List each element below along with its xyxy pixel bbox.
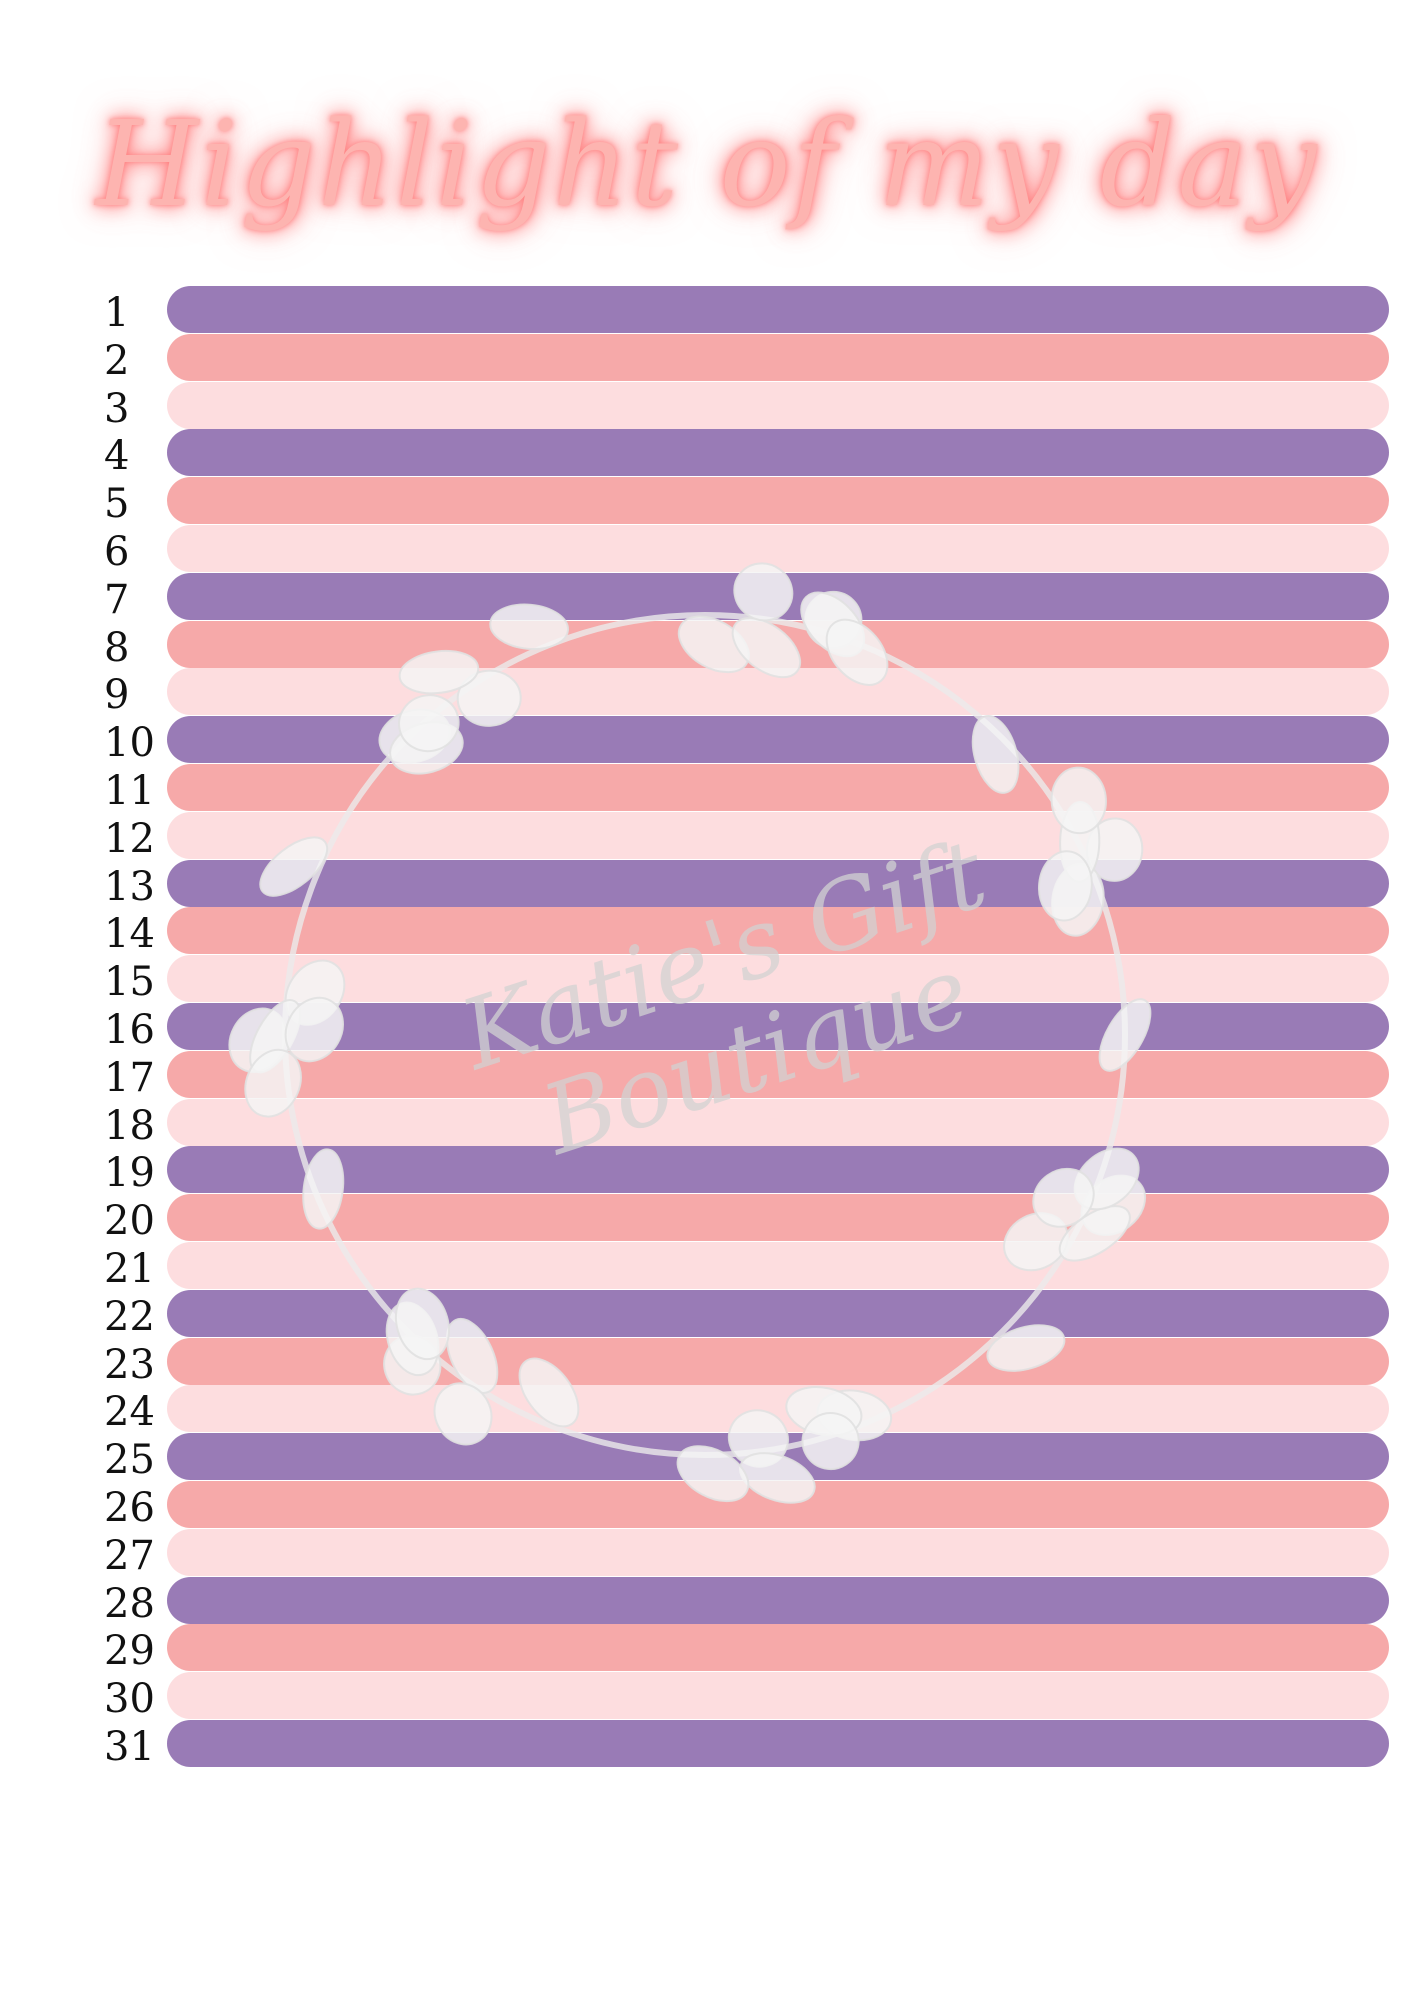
day-number: 3 bbox=[104, 385, 130, 432]
day-row: 10 bbox=[0, 716, 1414, 766]
day-row: 30 bbox=[0, 1672, 1414, 1722]
day-number: 12 bbox=[104, 815, 155, 862]
day-number: 7 bbox=[104, 576, 130, 623]
day-row: 26 bbox=[0, 1481, 1414, 1531]
day-number: 1 bbox=[104, 290, 130, 336]
day-row: 23 bbox=[0, 1337, 1414, 1388]
day-number: 23 bbox=[104, 1341, 155, 1388]
day-row: 7 bbox=[0, 572, 1414, 623]
day-number: 15 bbox=[104, 959, 155, 1006]
highlight-line-28[interactable] bbox=[167, 1576, 1389, 1624]
day-row: 12 bbox=[0, 811, 1414, 862]
day-row: 6 bbox=[0, 525, 1414, 575]
highlight-line-11[interactable] bbox=[167, 764, 1389, 811]
day-row: 3 bbox=[0, 381, 1414, 432]
day-number: 9 bbox=[104, 672, 130, 719]
day-row: 11 bbox=[0, 764, 1414, 814]
day-number: 24 bbox=[104, 1389, 155, 1436]
day-row: 13 bbox=[0, 859, 1414, 910]
day-row: 24 bbox=[0, 1385, 1414, 1435]
day-row: 21 bbox=[0, 1242, 1414, 1292]
highlight-line-5[interactable] bbox=[167, 477, 1389, 525]
day-row: 4 bbox=[0, 429, 1414, 479]
day-row: 19 bbox=[0, 1146, 1414, 1196]
day-number: 16 bbox=[104, 1007, 155, 1053]
day-number: 20 bbox=[104, 1198, 155, 1245]
highlight-line-3[interactable] bbox=[167, 381, 1389, 429]
highlight-line-21[interactable] bbox=[167, 1242, 1389, 1289]
highlight-line-24[interactable] bbox=[167, 1385, 1389, 1433]
highlight-line-30[interactable] bbox=[167, 1672, 1389, 1720]
day-number: 8 bbox=[104, 624, 130, 671]
highlight-line-19[interactable] bbox=[167, 1146, 1389, 1194]
day-number: 19 bbox=[104, 1150, 155, 1197]
day-number: 10 bbox=[104, 720, 155, 767]
day-row: 25 bbox=[0, 1433, 1414, 1483]
day-number: 22 bbox=[104, 1293, 155, 1340]
day-number: 2 bbox=[104, 337, 130, 384]
highlight-line-12[interactable] bbox=[167, 811, 1389, 859]
highlight-line-6[interactable] bbox=[167, 525, 1389, 572]
day-number: 5 bbox=[104, 481, 130, 528]
highlight-line-25[interactable] bbox=[167, 1433, 1389, 1481]
day-number: 17 bbox=[104, 1054, 155, 1101]
day-row: 31 bbox=[0, 1720, 1414, 1770]
highlight-line-9[interactable] bbox=[167, 668, 1389, 716]
day-number: 31 bbox=[104, 1724, 155, 1770]
day-number: 14 bbox=[104, 911, 155, 958]
day-row: 9 bbox=[0, 668, 1414, 718]
highlight-line-23[interactable] bbox=[167, 1337, 1389, 1385]
day-row: 8 bbox=[0, 620, 1414, 671]
day-number: 13 bbox=[104, 863, 155, 910]
highlight-line-8[interactable] bbox=[167, 620, 1389, 668]
day-number: 29 bbox=[104, 1628, 155, 1675]
day-number: 25 bbox=[104, 1437, 155, 1484]
highlight-line-22[interactable] bbox=[167, 1289, 1389, 1337]
page-title: Highlight of my day bbox=[95, 95, 1319, 233]
day-row: 20 bbox=[0, 1194, 1414, 1244]
day-number: 21 bbox=[104, 1246, 155, 1292]
day-number: 4 bbox=[104, 433, 130, 480]
highlight-line-4[interactable] bbox=[167, 429, 1389, 477]
day-row: 29 bbox=[0, 1624, 1414, 1674]
highlight-line-31[interactable] bbox=[167, 1720, 1389, 1767]
day-row: 28 bbox=[0, 1576, 1414, 1627]
day-row: 1 bbox=[0, 286, 1414, 336]
highlight-line-29[interactable] bbox=[167, 1624, 1389, 1672]
highlight-line-26[interactable] bbox=[167, 1481, 1389, 1528]
day-number: 27 bbox=[104, 1532, 155, 1579]
highlight-line-20[interactable] bbox=[167, 1194, 1389, 1242]
highlight-line-10[interactable] bbox=[167, 716, 1389, 764]
day-row: 2 bbox=[0, 333, 1414, 384]
highlight-line-1[interactable] bbox=[167, 286, 1389, 333]
day-number: 6 bbox=[104, 529, 130, 575]
day-number: 30 bbox=[104, 1676, 155, 1723]
highlight-line-7[interactable] bbox=[167, 572, 1389, 620]
day-row: 27 bbox=[0, 1528, 1414, 1579]
day-row: 5 bbox=[0, 477, 1414, 527]
day-number: 28 bbox=[104, 1580, 155, 1627]
highlight-line-2[interactable] bbox=[167, 333, 1389, 381]
day-number: 18 bbox=[104, 1102, 155, 1149]
day-number: 11 bbox=[104, 768, 155, 814]
day-number: 26 bbox=[104, 1485, 155, 1531]
day-row: 22 bbox=[0, 1289, 1414, 1340]
highlight-line-27[interactable] bbox=[167, 1528, 1389, 1576]
